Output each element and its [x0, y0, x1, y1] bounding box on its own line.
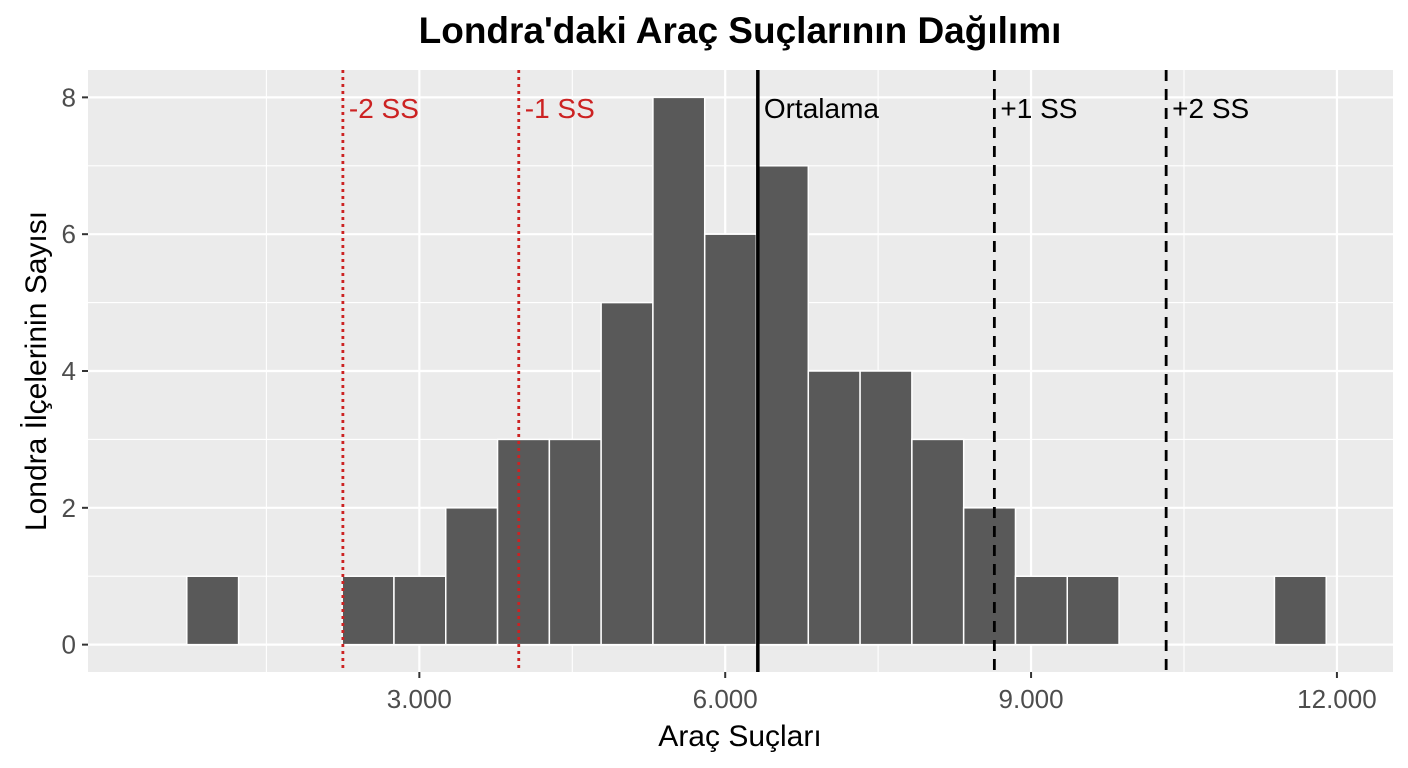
histogram-bar — [911, 438, 965, 646]
histogram-bar — [1273, 575, 1327, 646]
histogram-bar — [496, 438, 551, 646]
reference-lines: -2 SS -1 SS Ortalama +1 SS +2 SS — [341, 70, 1249, 672]
histogram-bar — [1066, 575, 1120, 646]
histogram-bar — [703, 233, 758, 646]
reference-line-label: Ortalama — [764, 93, 880, 124]
y-tick-label: 0 — [62, 630, 76, 660]
y-tick-label: 2 — [62, 493, 76, 523]
histogram-bar — [1014, 575, 1069, 646]
histogram-bar — [445, 507, 499, 646]
x-tick-label: 12.000 — [1297, 684, 1377, 714]
y-tick-label: 8 — [62, 82, 76, 112]
histogram-bar — [807, 370, 861, 646]
histogram-bar — [859, 370, 913, 646]
reference-line-label: -2 SS — [349, 93, 419, 124]
y-tick-label: 4 — [62, 356, 76, 386]
x-axis-label: Araç Suçları — [658, 720, 822, 753]
histogram-bars — [186, 96, 1327, 646]
reference-line-label: -1 SS — [525, 93, 595, 124]
histogram-bar — [393, 575, 447, 646]
histogram-bar — [548, 438, 602, 646]
histogram-bar — [755, 165, 810, 646]
chart-title: Londra'daki Araç Suçlarının Dağılımı — [418, 10, 1062, 51]
histogram-bar — [962, 507, 1017, 646]
reference-line-label: +2 SS — [1172, 93, 1249, 124]
reference-line-label: +1 SS — [1000, 93, 1077, 124]
histogram-bar — [186, 575, 240, 646]
histogram-bar — [600, 301, 654, 646]
y-tick-label: 6 — [62, 219, 76, 249]
x-tick-label: 6.000 — [693, 684, 758, 714]
axes: 3.000 6.000 9.000 12.000 0 2 4 6 8 — [62, 82, 1377, 714]
histogram-bar — [652, 96, 706, 646]
histogram-bar — [341, 575, 395, 646]
x-tick-label: 9.000 — [999, 684, 1064, 714]
x-tick-label: 3.000 — [387, 684, 452, 714]
